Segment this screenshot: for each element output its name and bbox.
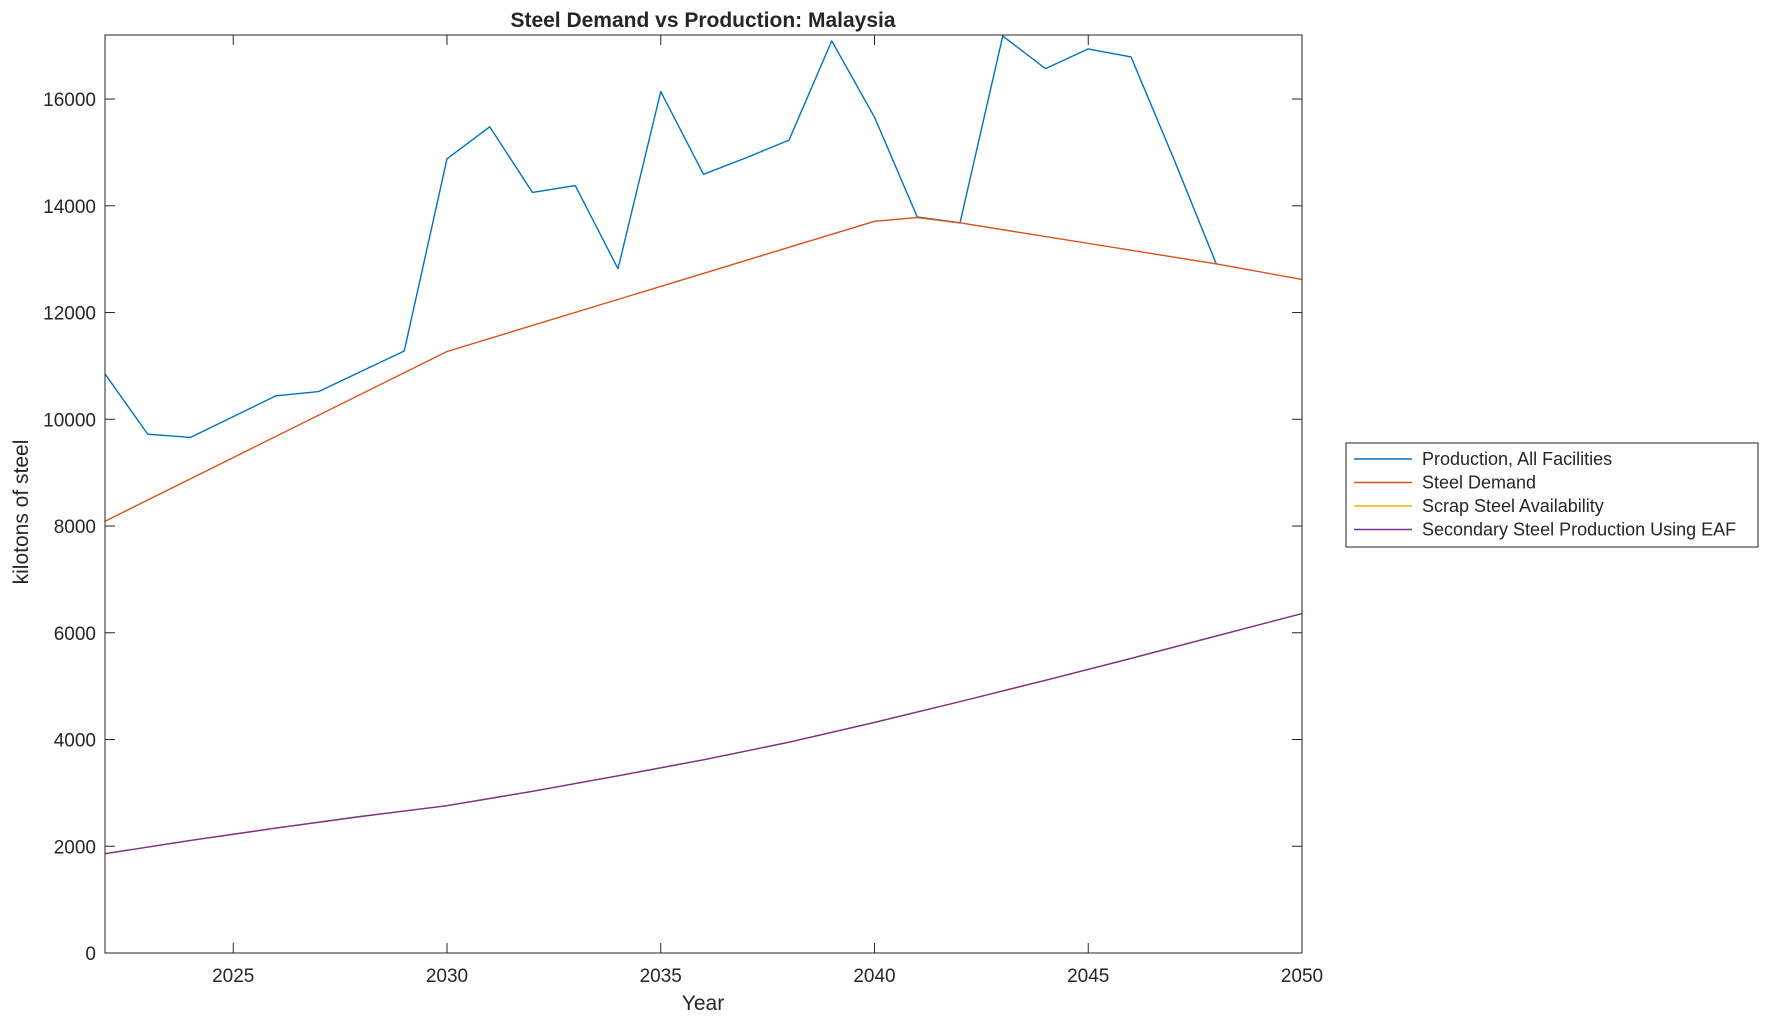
x-tick-label: 2025	[212, 966, 254, 987]
x-tick-label: 2030	[426, 966, 468, 987]
plot-background	[105, 35, 1302, 953]
x-tick-label: 2050	[1281, 966, 1323, 987]
legend-label: Production, All Facilities	[1422, 449, 1612, 469]
plot-area	[105, 35, 1302, 953]
legend: Production, All Facilities Steel Demand Sc…	[1345, 442, 1759, 548]
y-tick-label: 8000	[54, 517, 96, 538]
series-line-1	[105, 35, 1218, 439]
legend-label: Scrap Steel Availability	[1422, 496, 1604, 516]
y-tick-label: 0	[85, 944, 96, 965]
y-tick-label: 6000	[54, 624, 96, 645]
legend-label: Secondary Steel Production Using EAF	[1422, 520, 1736, 540]
series-layer	[105, 35, 1302, 855]
y-tick-label: 12000	[43, 304, 96, 325]
chart-title: Steel Demand vs Production: Malaysia	[510, 9, 895, 32]
x-axis-label: Year	[682, 992, 724, 1015]
axes: 2025 2030 2035 2040 2045 2050 0 2000 4000 6000 800…	[43, 34, 1323, 987]
series-line-4	[105, 612, 1302, 855]
y-axis-label: kilotons of steel	[10, 440, 33, 585]
x-tick-label: 2035	[640, 966, 682, 987]
y-tick-label: 2000	[54, 837, 96, 858]
legend-label: Steel Demand	[1422, 473, 1536, 493]
legend-box	[1345, 442, 1759, 548]
x-tick-label: 2040	[853, 966, 895, 987]
y-tick-label: 4000	[54, 731, 96, 752]
y-tick-label: 14000	[43, 197, 96, 218]
x-tick-label: 2045	[1067, 966, 1109, 987]
series-line-2	[105, 216, 1302, 522]
axes-box	[104, 34, 1303, 954]
y-tick-label: 16000	[43, 90, 96, 111]
y-tick-label: 10000	[43, 410, 96, 431]
